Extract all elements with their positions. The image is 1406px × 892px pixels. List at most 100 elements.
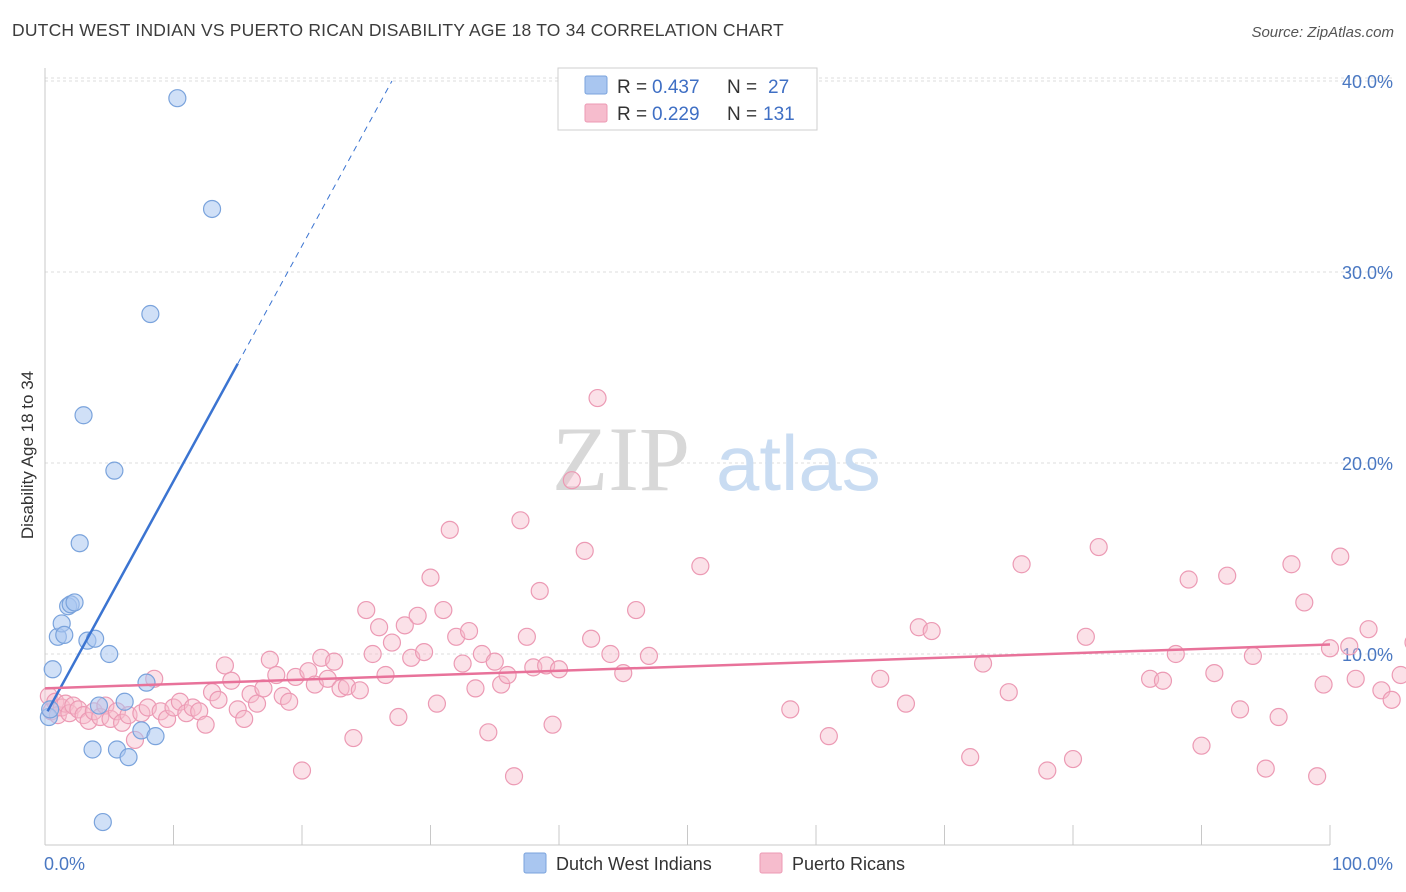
data-point-puerto-ricans — [781, 700, 800, 719]
x-tick-labels: 0.0% 100.0% — [44, 854, 1393, 874]
stats-legend-n-value-1: 27 — [768, 77, 789, 98]
data-point-puerto-ricans — [819, 727, 838, 746]
series-legend: Dutch West Indians Puerto Ricans — [523, 852, 905, 874]
data-point-dutch-west-indians — [141, 304, 160, 324]
data-point-puerto-ricans — [228, 700, 247, 719]
data-point-puerto-ricans — [331, 679, 350, 698]
data-point-puerto-ricans — [157, 709, 177, 729]
trend-line-dutch-west-indians-extension — [237, 80, 393, 364]
y-tick-label: 40.0% — [1342, 72, 1393, 92]
data-point-puerto-ricans — [530, 581, 549, 601]
data-point-puerto-ricans — [260, 650, 279, 669]
data-point-puerto-ricans — [414, 642, 434, 662]
data-point-puerto-ricans — [1243, 646, 1263, 666]
data-point-dutch-west-indians — [202, 199, 222, 219]
data-point-puerto-ricans — [350, 681, 369, 700]
data-point-puerto-ricans — [1308, 767, 1327, 786]
data-point-puerto-ricans — [235, 709, 254, 729]
data-point-puerto-ricans — [973, 654, 993, 673]
data-point-puerto-ricans — [247, 694, 267, 713]
y-tick-labels: 10.0% 20.0% 30.0% 40.0% — [1342, 72, 1393, 665]
data-point-dutch-west-indians — [43, 660, 62, 679]
stats-legend-r-value-2: 0.229 — [652, 104, 700, 125]
data-point-puerto-ricans — [1153, 671, 1173, 690]
data-point-puerto-ricans — [517, 627, 536, 646]
data-point-puerto-ricans — [363, 644, 382, 664]
data-point-puerto-ricans — [1359, 620, 1378, 639]
data-point-puerto-ricans — [440, 520, 459, 539]
data-point-puerto-ricans — [69, 700, 88, 719]
data-point-puerto-ricans — [601, 644, 620, 664]
data-point-dutch-west-indians — [55, 625, 74, 645]
data-point-puerto-ricans — [575, 541, 594, 560]
data-point-puerto-ricans — [999, 683, 1018, 702]
data-point-puerto-ricans — [1038, 761, 1057, 780]
data-point-dutch-west-indians — [41, 700, 60, 719]
data-point-puerto-ricans — [427, 694, 447, 713]
data-point-puerto-ricans — [466, 679, 485, 698]
data-point-puerto-ricans — [196, 715, 215, 734]
stats-legend-n-value-2: 131 — [763, 104, 795, 125]
data-point-puerto-ricans — [209, 690, 228, 709]
data-point-puerto-ricans — [79, 711, 98, 730]
data-point-puerto-ricans — [549, 660, 569, 679]
series-legend-swatch-blue — [523, 852, 547, 874]
data-point-puerto-ricans — [1331, 547, 1350, 566]
data-point-puerto-ricans — [101, 709, 120, 729]
stats-legend-n-label-2: N = — [727, 104, 757, 125]
data-point-dutch-west-indians — [137, 673, 156, 692]
data-point-puerto-ricans — [1076, 627, 1095, 646]
data-point-puerto-ricans — [626, 600, 646, 620]
data-point-puerto-ricans — [614, 663, 633, 683]
trend-line-puerto-ricans — [44, 643, 1331, 690]
data-point-puerto-ricans — [1256, 759, 1275, 778]
y-axis-label: Disability Age 18 to 34 — [18, 371, 37, 539]
data-point-dutch-west-indians — [119, 748, 138, 767]
stats-legend-r-label-2: R = — [617, 104, 647, 125]
data-point-puerto-ricans — [562, 471, 581, 490]
data-point-puerto-ricans — [1391, 665, 1406, 685]
stats-legend-r-label-1: R = — [617, 77, 647, 98]
data-point-dutch-west-indians — [65, 593, 84, 612]
data-point-puerto-ricans — [408, 606, 427, 625]
y-tick-label: 20.0% — [1342, 454, 1393, 474]
data-point-puerto-ricans — [1192, 736, 1211, 755]
y-tick-label: 10.0% — [1342, 645, 1393, 665]
data-point-puerto-ricans — [1063, 749, 1083, 769]
stats-legend-swatch-blue — [584, 75, 608, 95]
data-point-puerto-ricans — [1295, 593, 1314, 612]
trend-line-dutch-west-indians — [46, 363, 239, 712]
data-point-dutch-west-indians — [70, 534, 89, 553]
stats-legend-r-value-1: 0.437 — [652, 77, 700, 98]
data-point-puerto-ricans — [961, 748, 980, 767]
data-point-puerto-ricans — [344, 728, 363, 748]
data-point-dutch-west-indians — [83, 740, 102, 759]
data-point-dutch-west-indians — [146, 727, 165, 746]
puerto-ricans-points — [39, 388, 1406, 786]
chart-title: DUTCH WEST INDIAN VS PUERTO RICAN DISABI… — [12, 20, 784, 40]
data-point-puerto-ricans — [434, 600, 453, 620]
data-point-puerto-ricans — [485, 652, 504, 671]
data-point-puerto-ricans — [370, 618, 389, 637]
data-point-puerto-ricans — [871, 669, 890, 688]
data-point-puerto-ricans — [639, 646, 659, 666]
data-point-puerto-ricans — [504, 767, 524, 786]
data-point-puerto-ricans — [1179, 570, 1198, 589]
data-point-puerto-ricans — [479, 723, 498, 742]
x-tick-label: 0.0% — [44, 854, 85, 874]
y-tick-label: 30.0% — [1342, 263, 1393, 283]
stats-legend-n-label-1: N = — [727, 77, 757, 98]
data-point-dutch-west-indians — [105, 461, 124, 480]
data-point-dutch-west-indians — [100, 644, 119, 664]
data-point-puerto-ricans — [421, 568, 440, 587]
data-point-puerto-ricans — [280, 692, 299, 711]
data-point-dutch-west-indians — [89, 696, 109, 715]
data-point-puerto-ricans — [588, 388, 607, 408]
data-point-puerto-ricans — [492, 675, 511, 694]
trend-lines — [44, 80, 1331, 712]
stats-legend: R = 0.437 N = 27 R = 0.229 N = 131 — [557, 67, 818, 131]
grid-lines — [45, 77, 1392, 655]
data-point-puerto-ricans — [1382, 690, 1401, 709]
series-legend-label-blue: Dutch West Indians — [556, 854, 712, 874]
watermark-atlas: atlas — [716, 419, 881, 507]
